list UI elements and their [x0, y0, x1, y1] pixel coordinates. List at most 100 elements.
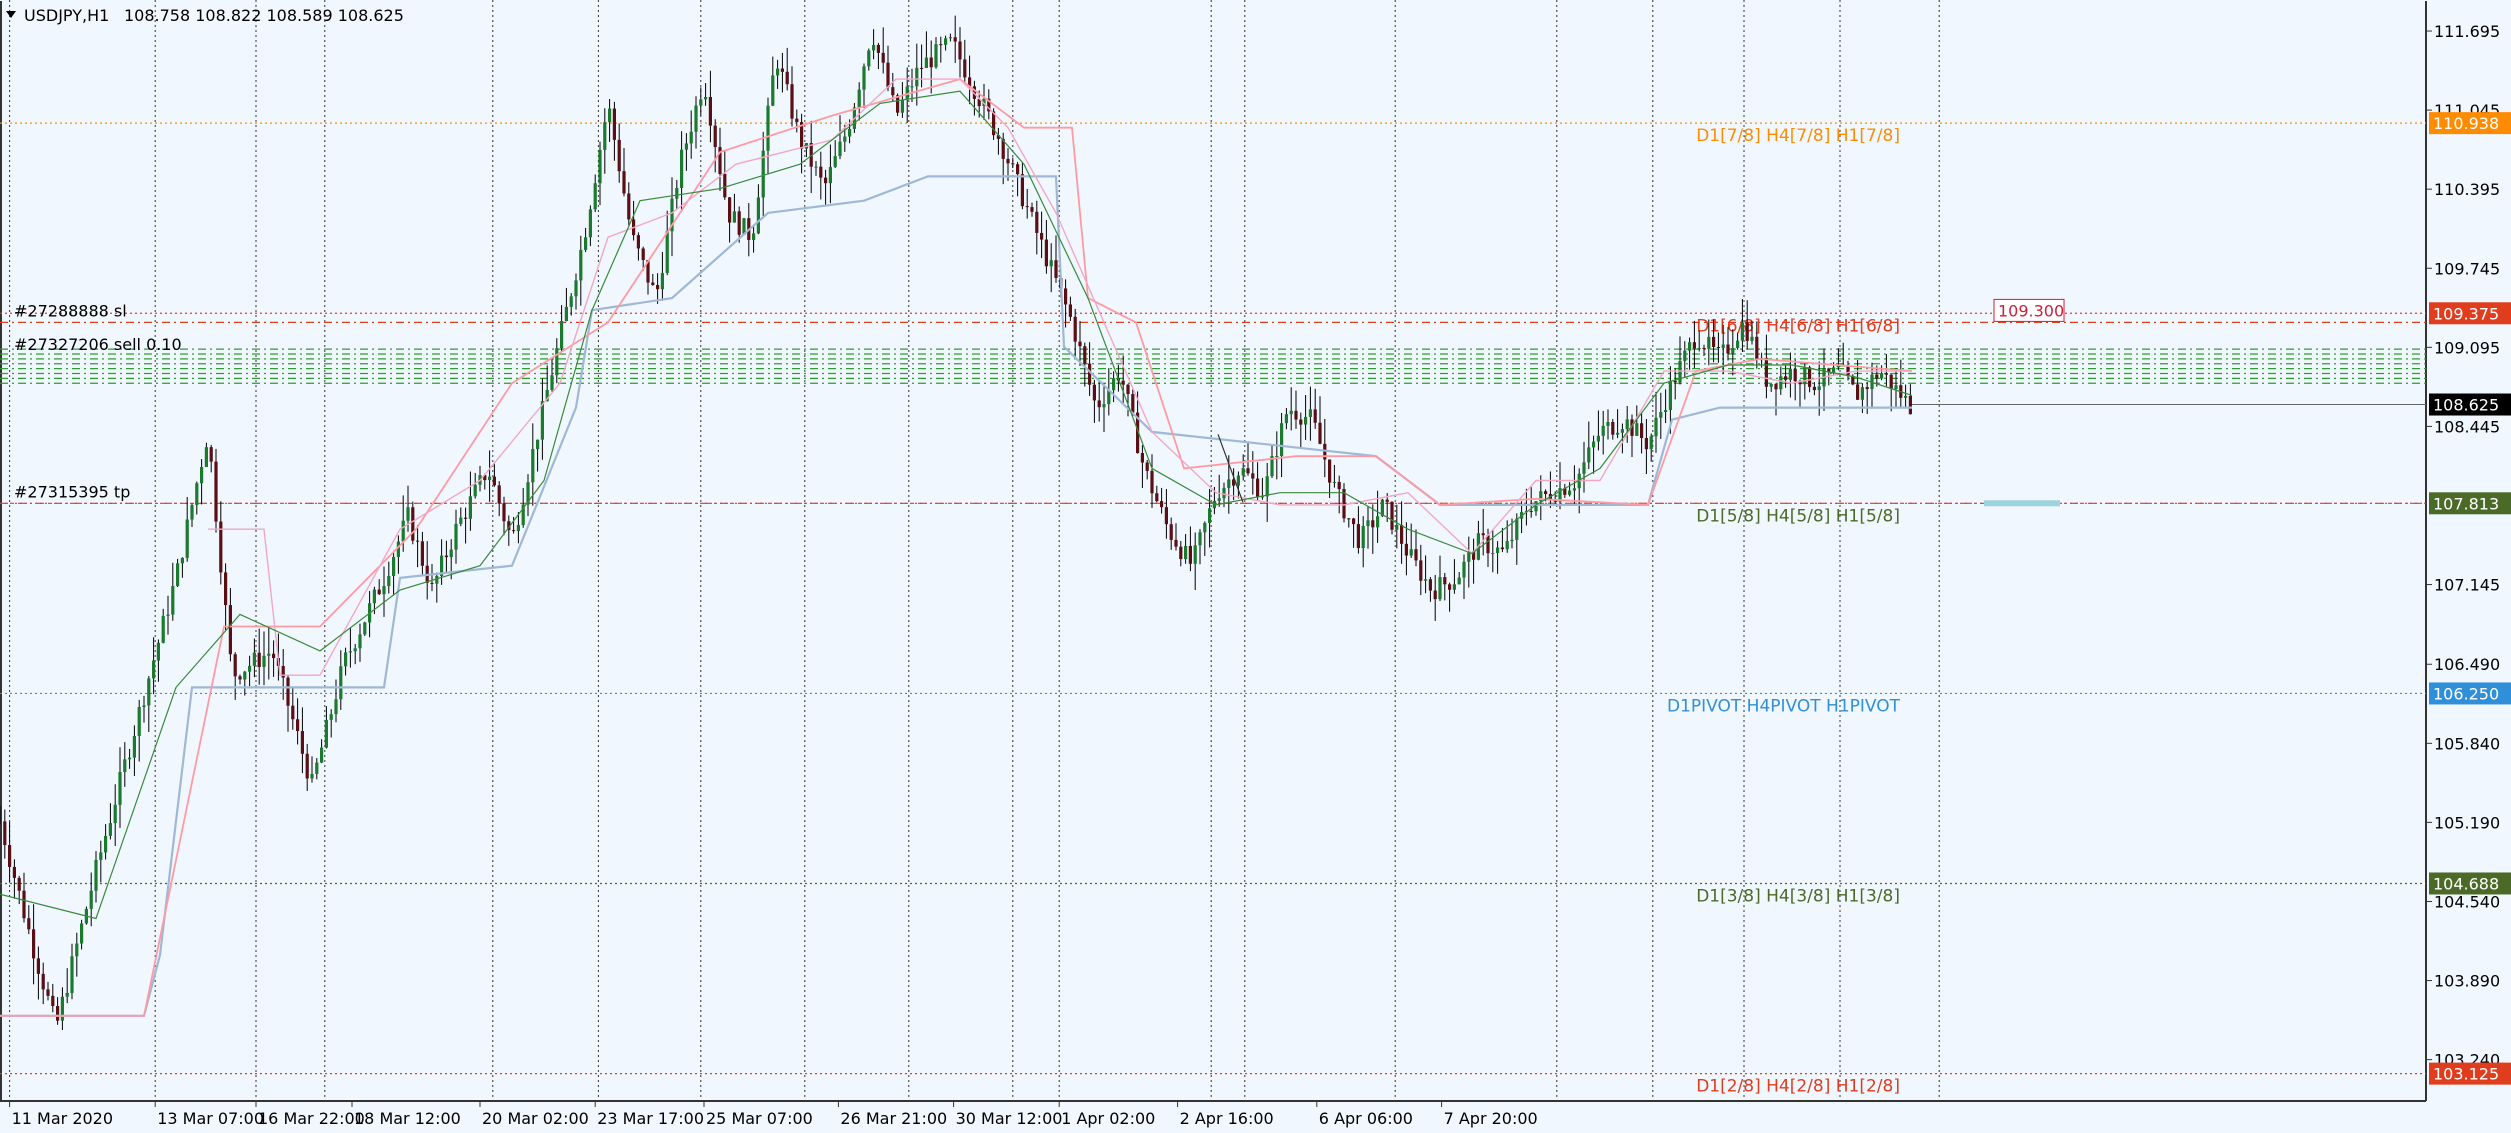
candle-body: [1078, 341, 1082, 347]
candle-body: [1241, 468, 1245, 476]
candle-body: [987, 98, 991, 112]
level-price-tag-text: 107.813: [2433, 494, 2499, 513]
candle-body: [219, 521, 223, 573]
candle-body: [1304, 416, 1308, 425]
candle-body: [156, 642, 160, 661]
grid: [9, 0, 1940, 1101]
candle-body: [593, 183, 597, 210]
candle-body: [1203, 522, 1207, 533]
candle-body: [1332, 481, 1336, 483]
candle-body: [1318, 422, 1322, 444]
level-price-tag-text: 109.375: [2433, 304, 2499, 323]
candle-body: [1625, 419, 1629, 430]
candle-body: [12, 866, 16, 878]
candle-body: [1376, 516, 1380, 528]
candle-body: [756, 197, 760, 234]
level-label: D1[3/8] H4[3/8] H1[3/8]: [1696, 886, 1900, 906]
candle-body: [1356, 524, 1360, 549]
candle-body: [1572, 488, 1576, 491]
candle-body: [598, 149, 602, 184]
candle-body: [1856, 384, 1860, 400]
x-tick-label: 13 Mar 07:00: [157, 1109, 264, 1128]
candle-body: [1433, 590, 1437, 600]
x-tick-label: 23 Mar 17:00: [597, 1109, 704, 1128]
candle-body: [891, 87, 895, 96]
x-tick-label: 2 Apr 16:00: [1180, 1109, 1274, 1128]
candle-body: [848, 128, 852, 137]
candle-body: [963, 59, 967, 78]
candle-body: [512, 530, 516, 532]
candle-body: [1184, 545, 1188, 560]
candle-body: [1169, 524, 1173, 540]
candle-body: [468, 496, 472, 519]
candle-body: [1328, 459, 1332, 483]
x-tick-label: 25 Mar 07:00: [706, 1109, 813, 1128]
level-price-tag: [2429, 682, 2511, 705]
candle-body: [608, 108, 612, 123]
candle-body: [17, 877, 21, 891]
candle-body: [118, 772, 122, 805]
candle-body: [536, 439, 540, 450]
price-tags: 110.938 109.375 107.813 106.250 104.688 103.1…: [2429, 112, 2511, 1085]
candle-body: [992, 111, 996, 136]
x-tick-label: 26 Mar 21:00: [840, 1109, 947, 1128]
candle-body: [142, 705, 146, 707]
sl-tag: [1993, 298, 2065, 322]
candle-body: [94, 859, 98, 891]
candle-body: [1371, 520, 1375, 528]
candle-body: [1716, 346, 1720, 348]
dropdown-triangle-icon[interactable]: [6, 11, 16, 18]
candle-body: [617, 139, 621, 172]
candle-body: [1284, 414, 1288, 424]
candle-body: [75, 943, 79, 957]
level-price-tag-text: 104.688: [2433, 874, 2499, 893]
candle-body: [233, 654, 237, 677]
candle-body: [180, 557, 184, 564]
candle-body: [243, 671, 247, 680]
candle-body: [286, 677, 290, 706]
ma-blue-line: [0, 175, 1912, 1017]
y-tick-label: 106.490: [2434, 655, 2500, 674]
candle-body: [622, 171, 626, 194]
candle-body: [108, 823, 112, 836]
candle-body: [1294, 410, 1298, 420]
candle-body: [953, 37, 957, 42]
candle-body: [377, 589, 381, 595]
candle-body: [996, 135, 1000, 139]
candle-body: [1568, 490, 1572, 495]
candle-body: [531, 449, 535, 483]
candle-body: [1712, 336, 1716, 347]
candle-body: [267, 653, 271, 656]
candle-body: [1721, 344, 1725, 348]
candle-body: [1481, 533, 1485, 536]
candle-body: [939, 44, 943, 46]
candle-body: [1750, 336, 1754, 341]
candle-body: [1246, 468, 1250, 474]
candle-body: [646, 259, 650, 283]
candle-body: [358, 634, 362, 649]
candle-body: [1150, 470, 1154, 494]
candle-body: [1227, 479, 1231, 488]
candle-body: [36, 958, 40, 974]
candle-body: [1025, 206, 1029, 208]
candle-body: [1784, 376, 1788, 380]
candle-body: [1164, 507, 1168, 525]
candle-body: [1270, 456, 1274, 477]
y-tick-label: 108.445: [2434, 417, 2500, 436]
candle-body: [1256, 478, 1260, 497]
candle-body: [1644, 438, 1648, 450]
candle-body: [497, 485, 501, 504]
candle-body: [761, 150, 765, 198]
candle-body: [824, 177, 828, 184]
candle-body: [329, 714, 333, 720]
candle-body: [684, 143, 688, 150]
level-label: D1[7/8] H4[7/8] H1[7/8]: [1696, 126, 1900, 146]
candle-body: [540, 401, 544, 440]
candle-body: [22, 890, 26, 919]
candle-body: [1740, 322, 1744, 341]
candle-body: [1486, 535, 1490, 554]
candle-body: [3, 821, 7, 846]
x-tick-label: 1 Apr 02:00: [1061, 1109, 1155, 1128]
